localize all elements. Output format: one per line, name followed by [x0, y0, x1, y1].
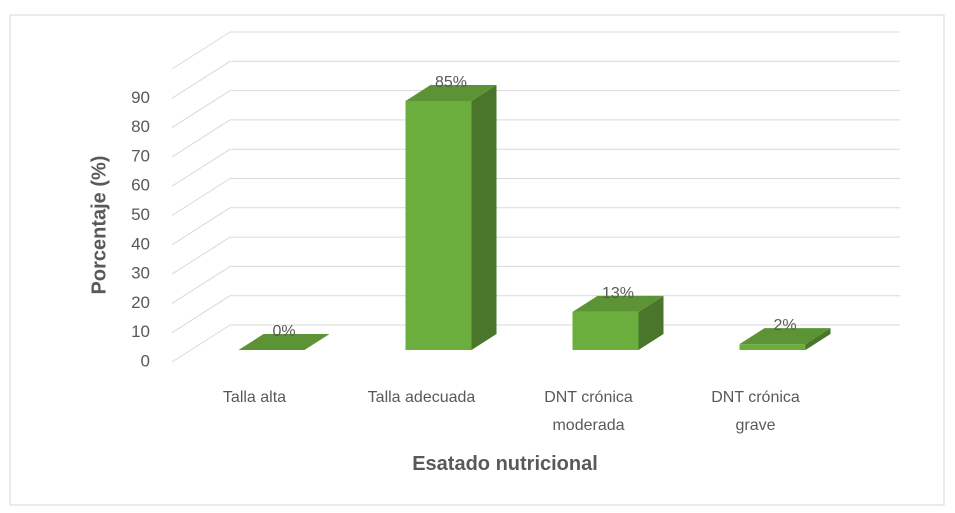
x-tick-label: Talla alta: [223, 389, 286, 406]
bar: [739, 328, 831, 350]
value-label: 13%: [602, 285, 634, 302]
y-tick-label: 70: [131, 146, 150, 165]
value-label: 85%: [435, 74, 467, 91]
bar-front: [572, 311, 639, 350]
y-tick-label: 40: [131, 234, 150, 253]
x-tick-label: Talla adecuada: [368, 389, 476, 406]
y-tick-label: 80: [131, 117, 150, 136]
y-tick-label: 60: [131, 176, 150, 195]
x-axis-title: Esatado nutricional: [412, 453, 598, 475]
value-label: 2%: [773, 317, 796, 334]
bar-front: [405, 100, 472, 350]
x-tick-label: DNT crónica moderada: [544, 389, 633, 434]
bar: [572, 295, 664, 350]
bar: [405, 84, 497, 350]
y-axis-title: Porcentaje (%): [88, 156, 110, 295]
grid-line: [171, 324, 231, 363]
grid-line: [171, 31, 231, 70]
bar-side: [471, 84, 497, 350]
x-tick-label: DNT crónica grave: [711, 389, 800, 434]
y-tick-label: 10: [131, 322, 150, 341]
bar: [238, 334, 330, 350]
bar-top: [572, 295, 664, 312]
bar-top: [739, 328, 831, 345]
y-tick-label: 20: [131, 293, 150, 312]
grid-line: [171, 60, 231, 99]
grid-line: [171, 265, 231, 304]
bar-front: [739, 344, 806, 350]
grid-line: [171, 295, 231, 334]
y-tick-label: 90: [131, 88, 150, 107]
grid-line: [171, 148, 231, 187]
grid-line: [171, 207, 231, 246]
grid-line: [171, 119, 231, 158]
value-label: 0%: [272, 323, 295, 340]
y-tick-label: 0: [141, 351, 150, 370]
bar-top: [405, 84, 497, 101]
bar-side: [638, 295, 664, 350]
grid-line: [171, 90, 231, 129]
grid-line: [171, 178, 231, 216]
bar-side: [805, 328, 831, 350]
bar-top: [238, 334, 330, 350]
y-tick-label: 50: [131, 205, 150, 224]
y-tick-label: 30: [131, 264, 150, 283]
grid-line: [171, 236, 231, 275]
